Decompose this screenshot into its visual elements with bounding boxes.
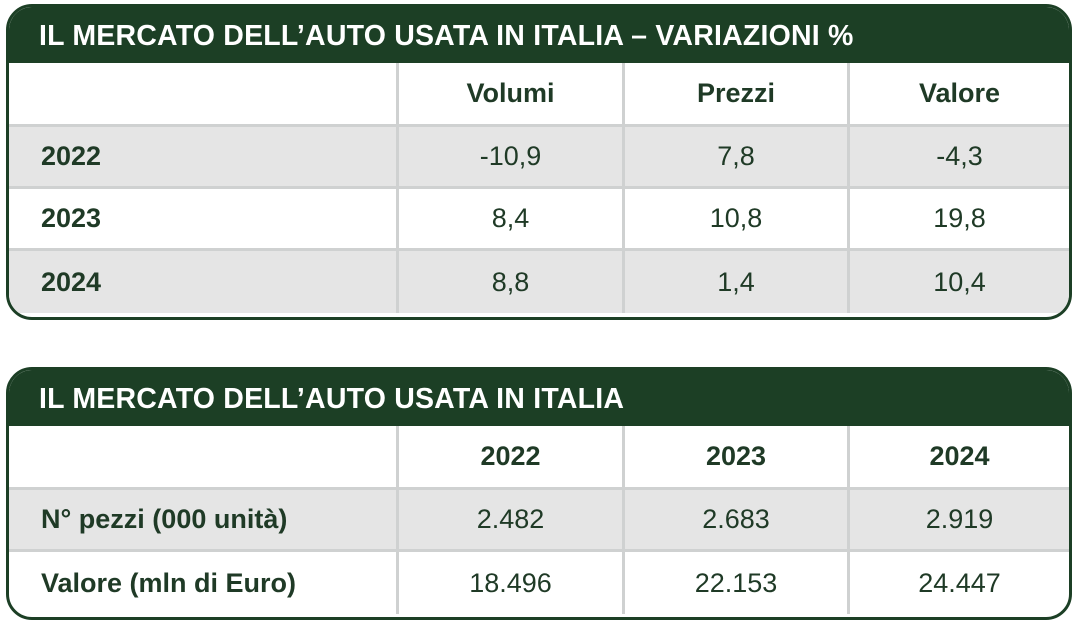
market-table-panel: IL MERCATO DELL’AUTO USATA IN ITALIA 202…: [6, 367, 1072, 620]
header-empty-cell: [9, 63, 399, 124]
header-year-2024: 2024: [929, 441, 990, 471]
row-label: 2023: [9, 189, 399, 248]
table-row: Valore (mln di Euro) 18.496 22.153 24.44…: [9, 552, 1069, 614]
table-cell: 24.447: [918, 567, 1001, 598]
table-cell: 8,8: [399, 251, 625, 313]
header-prezzi: Prezzi: [625, 63, 850, 124]
row-label: 2024: [9, 251, 399, 313]
variations-table-panel: IL MERCATO DELL’AUTO USATA IN ITALIA – V…: [6, 4, 1072, 320]
table-cell: 7,8: [625, 127, 850, 186]
table-cell: 18.496: [399, 552, 625, 614]
market-table-title: IL MERCATO DELL’AUTO USATA IN ITALIA: [9, 370, 1069, 426]
row-label: Valore (mln di Euro): [9, 552, 399, 614]
table-cell: 2.683: [625, 490, 850, 549]
header-empty-cell: [9, 426, 399, 487]
variations-table-header-row: Volumi Prezzi Valore: [9, 63, 1069, 127]
table-cell: 2.482: [399, 490, 625, 549]
market-table-header-row: 2022 2023 2024: [9, 426, 1069, 490]
table-cell: 10,8: [625, 189, 850, 248]
table-cell: 2.919: [925, 504, 994, 534]
table-cell: -4,3: [936, 141, 983, 171]
table-cell: -10,9: [399, 127, 625, 186]
table-cell: 8,4: [399, 189, 625, 248]
table-row: 2024 8,8 1,4 10,4: [9, 251, 1069, 313]
table-cell: 22.153: [625, 552, 850, 614]
table-row: 2023 8,4 10,8 19,8: [9, 189, 1069, 251]
variations-table-title: IL MERCATO DELL’AUTO USATA IN ITALIA – V…: [9, 7, 1069, 63]
table-cell: 10,4: [933, 266, 986, 297]
header-year-2022: 2022: [399, 426, 625, 487]
header-valore: Valore: [918, 78, 1001, 108]
row-label: N° pezzi (000 unità): [9, 490, 399, 549]
header-year-2023: 2023: [625, 426, 850, 487]
table-cell: 1,4: [625, 251, 850, 313]
table-row: N° pezzi (000 unità) 2.482 2.683 2.919: [9, 490, 1069, 552]
table-row: 2022 -10,9 7,8 -4,3: [9, 127, 1069, 189]
header-volumi: Volumi: [399, 63, 625, 124]
row-label: 2022: [9, 127, 399, 186]
table-cell: 19,8: [933, 203, 986, 233]
